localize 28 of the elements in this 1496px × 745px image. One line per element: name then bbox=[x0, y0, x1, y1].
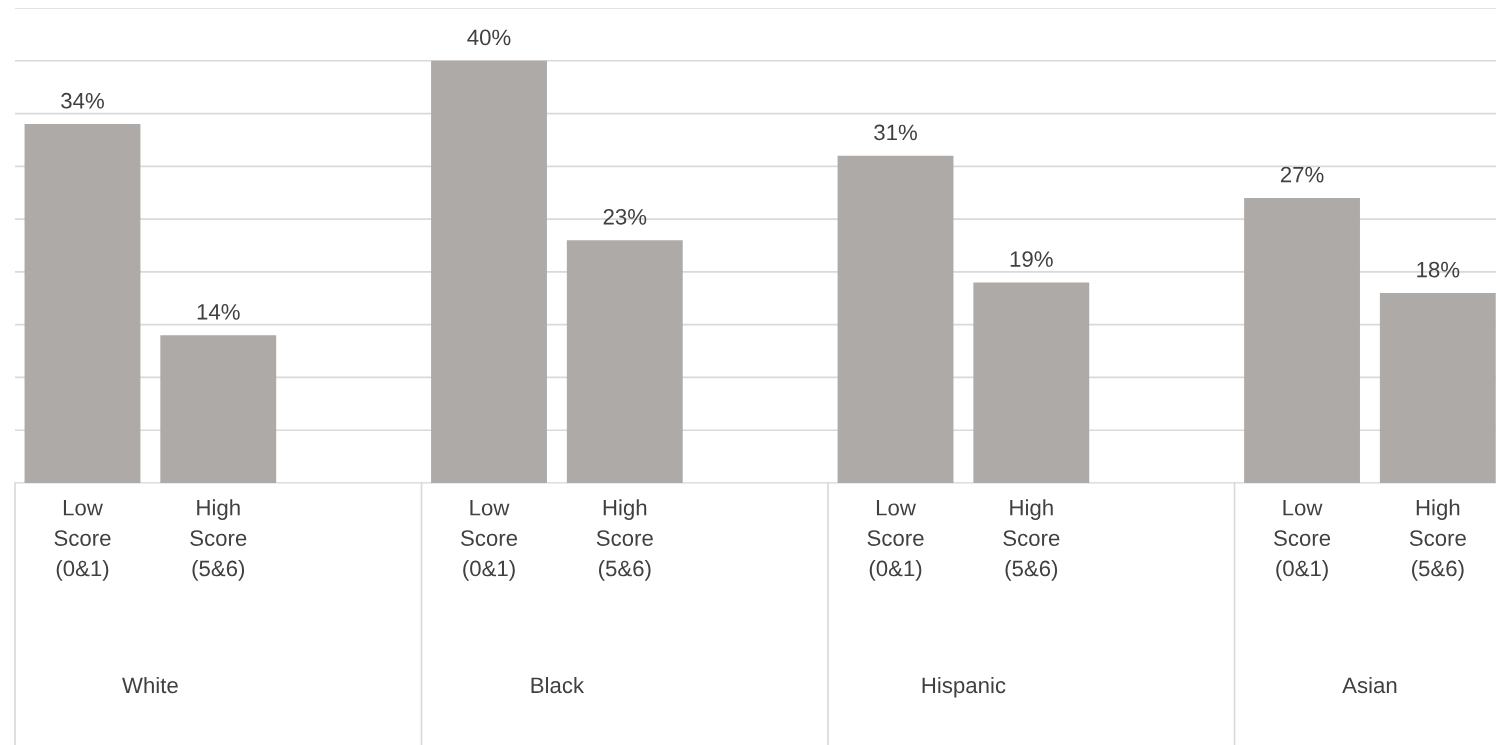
data-label: 18% bbox=[1417, 261, 1460, 278]
x-tick-label: White bbox=[122, 676, 178, 694]
data-label: 23% bbox=[603, 208, 647, 225]
bar bbox=[1244, 198, 1360, 483]
bar bbox=[1379, 293, 1496, 483]
x-tick-label: Asian bbox=[1342, 676, 1397, 694]
x-tick-label: Hispanic bbox=[922, 676, 1006, 698]
data-label: 31% bbox=[874, 124, 917, 141]
series-label: High Score (5&6) bbox=[190, 499, 247, 581]
text: High Score (5&6) bbox=[1003, 499, 1060, 581]
series-label: Low Score (0&1) bbox=[54, 500, 111, 581]
bar bbox=[973, 282, 1090, 483]
x-tick-label: Black bbox=[531, 676, 585, 694]
text: Low Score (0&1) bbox=[867, 500, 924, 581]
text: Low Score (0&1) bbox=[460, 500, 518, 581]
bar bbox=[431, 60, 547, 483]
data-label: 34% bbox=[61, 92, 104, 109]
text: Low Score (0&1) bbox=[1274, 500, 1331, 581]
bar bbox=[566, 240, 683, 483]
bar bbox=[24, 124, 141, 483]
data-label: 40% bbox=[467, 29, 511, 46]
text: High Score (5&6) bbox=[1409, 499, 1466, 581]
bar bbox=[160, 335, 277, 483]
data-label: 14% bbox=[197, 304, 240, 320]
text: High Score (5&6) bbox=[596, 499, 653, 581]
data-label: 27% bbox=[1280, 166, 1324, 183]
bar bbox=[837, 155, 954, 483]
data-label: 19% bbox=[1010, 251, 1053, 267]
